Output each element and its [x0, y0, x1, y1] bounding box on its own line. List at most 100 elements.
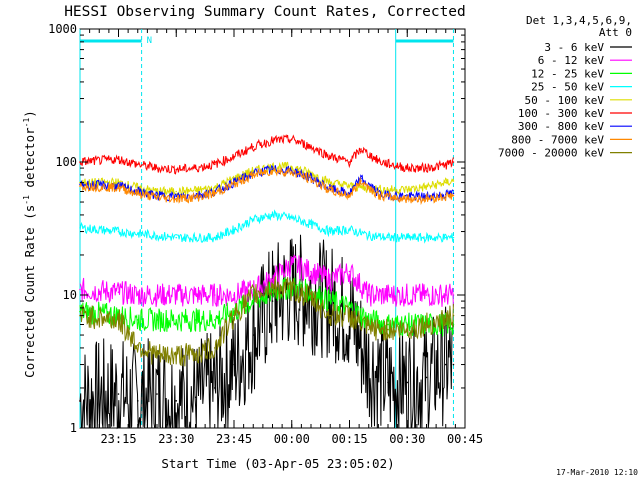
data-point — [117, 393, 120, 395]
x-tick-label: 23:30 — [158, 432, 194, 446]
data-point — [406, 294, 409, 296]
series-line — [79, 134, 454, 175]
data-point — [194, 294, 197, 296]
data-point — [348, 228, 351, 231]
data-point — [452, 194, 455, 197]
timestamp: 17-Mar-2010 12:10 — [556, 468, 638, 477]
data-point — [156, 196, 158, 199]
data-point — [387, 294, 389, 296]
y-tick-label: 100 — [55, 155, 77, 169]
data-point — [271, 286, 274, 288]
data-point — [329, 300, 332, 302]
data-point — [444, 294, 447, 296]
data-point — [117, 186, 120, 189]
data-point — [233, 183, 235, 186]
data-point — [360, 180, 362, 182]
data-point — [387, 188, 389, 191]
data-point — [367, 234, 370, 237]
series-line — [79, 234, 454, 430]
data-point — [310, 146, 312, 148]
data-point — [252, 294, 255, 296]
data-point — [194, 196, 197, 199]
legend-label: 800 - 7000 keV — [511, 133, 604, 146]
legend-header-line2: Att 0 — [599, 26, 632, 39]
data-point — [348, 185, 351, 187]
data-point — [79, 400, 81, 402]
data-point — [194, 167, 197, 169]
y-axis-label-part2: detector — [22, 127, 37, 195]
data-point — [271, 214, 274, 216]
chart-title: HESSI Observing Summary Count Rates, Cor… — [64, 4, 466, 20]
data-point — [290, 138, 293, 141]
data-point — [194, 353, 197, 355]
data-point — [233, 155, 235, 158]
data-point — [252, 218, 255, 221]
data-point — [213, 347, 216, 349]
data-point — [348, 314, 351, 317]
legend-label: 300 - 800 keV — [518, 120, 604, 133]
data-point — [406, 167, 409, 169]
data-point — [406, 188, 409, 191]
data-point — [387, 323, 389, 326]
legend-label: 12 - 25 keV — [531, 67, 604, 80]
data-point — [379, 161, 382, 163]
legend-entry: 25 - 50 keV — [531, 81, 632, 94]
x-tick-label: 23:45 — [216, 432, 252, 446]
data-point — [175, 236, 178, 239]
data-point — [367, 363, 370, 366]
data-point — [271, 291, 274, 293]
data-point — [117, 291, 120, 293]
data-point — [348, 161, 351, 163]
data-point — [348, 194, 351, 197]
data-point — [329, 314, 332, 317]
data-point — [117, 158, 120, 160]
data-point — [329, 230, 332, 233]
data-point — [444, 195, 447, 198]
data-point — [348, 270, 351, 273]
data-point — [136, 163, 139, 166]
data-point — [452, 192, 455, 195]
y-tick-label: 10 — [63, 288, 77, 302]
legend-label: 100 - 300 keV — [518, 107, 604, 120]
data-point — [271, 279, 274, 281]
plot-frame — [79, 28, 466, 429]
data-point — [136, 400, 139, 402]
data-point — [290, 171, 293, 173]
data-point — [290, 166, 293, 168]
data-point — [156, 234, 158, 237]
data-point — [213, 319, 216, 321]
data-point — [213, 236, 216, 239]
y-axis-label-part1: Corrected Count Rate (s — [22, 205, 37, 378]
data-point — [406, 381, 409, 384]
legend-entry: 800 - 7000 keV — [511, 133, 632, 146]
data-point — [117, 230, 120, 233]
legend-entry: 7000 - 20000 keV — [498, 147, 632, 160]
data-point — [252, 146, 255, 148]
data-point — [425, 197, 428, 200]
legend-label: 6 - 12 keV — [538, 54, 605, 67]
data-point — [213, 186, 216, 189]
data-point — [348, 192, 351, 195]
series-line — [79, 276, 454, 367]
y-axis-label-sup1: -1 — [22, 195, 31, 205]
data-point — [136, 319, 139, 321]
data-point — [406, 236, 409, 239]
data-point — [271, 168, 274, 171]
y-tick-label: 1000 — [48, 22, 77, 36]
legend-entry: 300 - 800 keV — [518, 120, 632, 133]
series-line — [79, 209, 454, 244]
legend-label: 3 - 6 keV — [544, 41, 604, 54]
data-point — [379, 195, 382, 198]
data-point — [175, 400, 178, 402]
legend-entry: 6 - 12 keV — [538, 54, 632, 67]
data-point — [360, 148, 362, 150]
data-point — [175, 195, 178, 198]
x-tick-label: 00:00 — [274, 432, 310, 446]
data-point — [452, 236, 455, 239]
data-point — [452, 294, 455, 296]
data-point — [175, 294, 178, 296]
data-point — [136, 192, 139, 195]
data-point — [290, 263, 293, 266]
